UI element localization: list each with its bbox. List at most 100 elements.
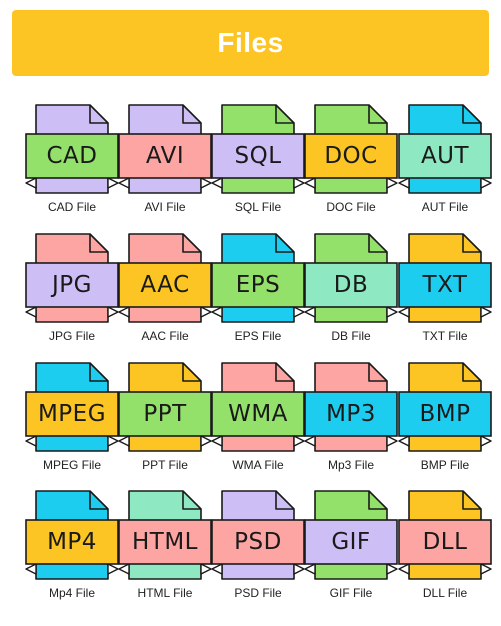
page-fold: [89, 234, 108, 253]
page-fold: [182, 491, 201, 510]
ribbon-right-tab: [480, 177, 492, 189]
file-icon-html: HTML HTML File: [117, 490, 213, 608]
ribbon-right-tab: [293, 306, 305, 318]
ribbon-right-tab: [480, 435, 492, 447]
page-fold: [89, 491, 108, 510]
file-mp4-icon: [25, 490, 119, 580]
ribbon-right-tab: [480, 306, 492, 318]
file-icon-eps: EPS EPS File: [210, 233, 306, 351]
ribbon-right-tab: [200, 177, 212, 189]
file-txt-icon: [398, 233, 492, 323]
label-band: [398, 391, 492, 437]
page-fold: [275, 491, 294, 510]
ribbon-right-tab: [107, 435, 119, 447]
label-band: [211, 391, 305, 437]
file-icon-mp3: MP3 Mp3 File: [303, 362, 399, 480]
file-ppt-icon: [118, 362, 212, 452]
file-icon-mp4: MP4 Mp4 File: [24, 490, 120, 608]
page-fold: [462, 491, 481, 510]
ribbon-left-tab: [211, 306, 223, 318]
label-band: [25, 519, 119, 565]
file-caption: DOC File: [326, 200, 376, 214]
ribbon-right-tab: [107, 563, 119, 575]
file-icon-txt: TXT TXT File: [397, 233, 493, 351]
file-icon-dll: DLL DLL File: [397, 490, 493, 608]
label-band: [25, 391, 119, 437]
page-fold: [368, 234, 387, 253]
label-band: [118, 391, 212, 437]
ribbon-left-tab: [211, 177, 223, 189]
file-caption: GIF File: [329, 586, 373, 600]
file-icon-sql: SQL SQL File: [210, 104, 306, 222]
label-band: [25, 262, 119, 308]
file-icon-jpg: JPG JPG File: [24, 233, 120, 351]
file-caption: DLL File: [422, 586, 468, 600]
label-band: [398, 133, 492, 179]
file-gif-icon: [304, 490, 398, 580]
ribbon-left-tab: [211, 435, 223, 447]
page-fold: [89, 363, 108, 382]
label-band: [211, 133, 305, 179]
ribbon-left-tab: [304, 306, 316, 318]
label-band: [304, 391, 398, 437]
file-icon-bmp: BMP BMP File: [397, 362, 493, 480]
file-eps-icon: [211, 233, 305, 323]
page-fold: [182, 234, 201, 253]
file-icon-gif: GIF GIF File: [303, 490, 399, 608]
ribbon-left-tab: [118, 177, 130, 189]
file-caption: JPG File: [48, 329, 95, 343]
file-wma-icon: [211, 362, 305, 452]
page-fold: [89, 105, 108, 124]
label-band: [118, 133, 212, 179]
page-fold: [462, 105, 481, 124]
file-caption: AAC File: [141, 329, 189, 343]
file-icon-mpeg: MPEG MPEG File: [24, 362, 120, 480]
file-icon-avi: AVI AVI File: [117, 104, 213, 222]
file-icon-aut: AUT AUT File: [397, 104, 493, 222]
page-fold: [368, 105, 387, 124]
ribbon-left-tab: [118, 563, 130, 575]
file-caption: BMP File: [420, 458, 470, 472]
page-fold: [368, 491, 387, 510]
file-avi-icon: [118, 104, 212, 194]
ribbon-right-tab: [293, 563, 305, 575]
ribbon-left-tab: [25, 435, 37, 447]
file-caption: PPT File: [142, 458, 188, 472]
file-caption: Mp3 File: [327, 458, 374, 472]
file-icon-cad: CAD CAD File: [24, 104, 120, 222]
file-psd-icon: [211, 490, 305, 580]
ribbon-left-tab: [118, 306, 130, 318]
label-band: [211, 262, 305, 308]
file-caption: Mp4 File: [48, 586, 95, 600]
title-banner: Files: [12, 10, 489, 76]
label-band: [304, 133, 398, 179]
ribbon-left-tab: [118, 435, 130, 447]
file-icon-psd: PSD PSD File: [210, 490, 306, 608]
file-icon-aac: AAC AAC File: [117, 233, 213, 351]
page-fold: [182, 105, 201, 124]
label-band: [398, 262, 492, 308]
file-caption: MPEG File: [42, 458, 101, 472]
ribbon-left-tab: [25, 306, 37, 318]
file-aut-icon: [398, 104, 492, 194]
ribbon-right-tab: [386, 306, 398, 318]
file-caption: AVI File: [144, 200, 186, 214]
file-mp3-icon: [304, 362, 398, 452]
ribbon-right-tab: [386, 177, 398, 189]
file-icon-db: DB DB File: [303, 233, 399, 351]
file-caption: AUT File: [421, 200, 469, 214]
page-fold: [275, 234, 294, 253]
ribbon-left-tab: [304, 177, 316, 189]
label-band: [304, 519, 398, 565]
label-band: [304, 262, 398, 308]
ribbon-left-tab: [398, 177, 410, 189]
page-fold: [462, 234, 481, 253]
label-band: [398, 519, 492, 565]
ribbon-right-tab: [386, 563, 398, 575]
ribbon-right-tab: [386, 435, 398, 447]
file-bmp-icon: [398, 362, 492, 452]
label-band: [25, 133, 119, 179]
page-fold: [275, 363, 294, 382]
file-caption: PSD File: [234, 586, 282, 600]
